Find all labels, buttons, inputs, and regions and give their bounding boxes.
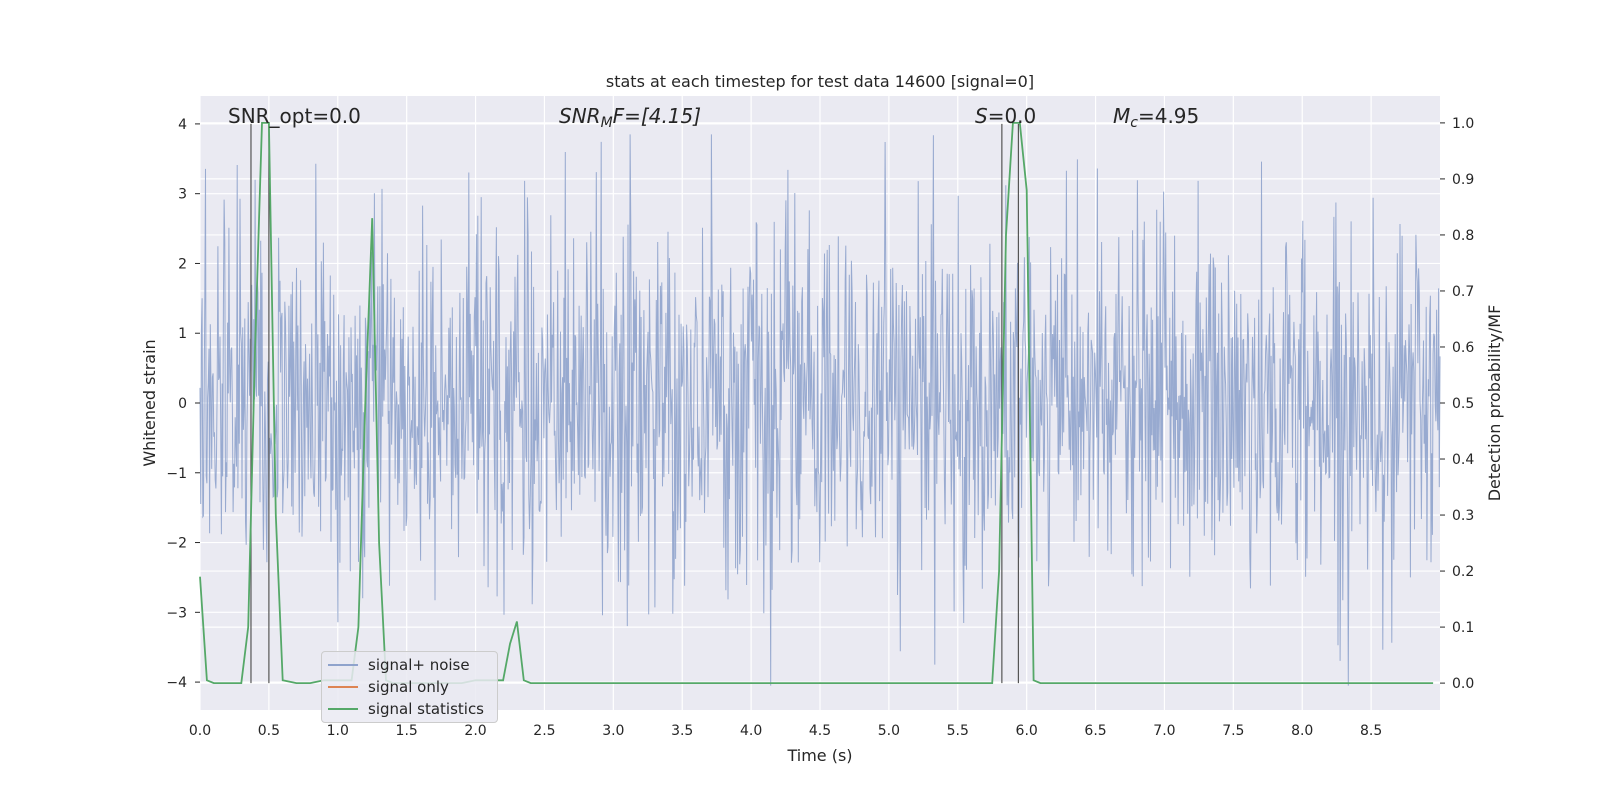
legend-label: signal+ noise [368,656,470,674]
y-tick-label: −4 [166,675,187,691]
x-tick-label: 4.0 [740,723,762,739]
y2-tick-label: 0.2 [1452,564,1474,580]
x-tick-label: 0.5 [258,723,280,739]
y2-tick-label: 0.0 [1452,676,1474,692]
y2-ticks: 1.0 0.9 0.8 0.7 0.6 0.5 0.4 0.3 0.2 0.1 0.0 [1440,116,1474,692]
y-ticks: 4 3 2 1 0 −1 −2 −3 −4 [166,117,200,691]
y2-tick-label: 0.6 [1452,340,1474,356]
chart-title: stats at each timestep for test data 146… [606,72,1034,91]
legend: signal+ noise signal only signal statist… [321,651,498,723]
annotation-snr-mf: SNRMF=[4.15] [559,104,701,131]
y2-tick-label: 0.5 [1452,396,1474,412]
y-axis-label: Whitened strain [140,339,159,466]
y2-tick-label: 1.0 [1452,116,1474,132]
y-tick-label: −3 [166,605,187,621]
y2-tick-label: 0.7 [1452,284,1474,300]
legend-swatch-signal-statistics [328,708,358,710]
x-tick-label: 5.0 [878,723,900,739]
annotation-mc: Mc=4.95 [1113,104,1199,131]
x-tick-label: 4.5 [809,723,831,739]
x-tick-label: 1.0 [327,723,349,739]
y-tick-label: 0 [178,396,187,412]
annotation-snr-opt: SNR_opt=0.0 [228,104,361,128]
annotation-s: S=0.0 [975,104,1036,128]
y-tick-label: 1 [178,326,187,342]
x-tick-label: 3.5 [671,723,693,739]
x-tick-label: 2.5 [533,723,555,739]
x-tick-label: 6.5 [1084,723,1106,739]
x-tick-label: 8.0 [1291,723,1313,739]
legend-item-signal-statistics: signal statistics [328,699,484,719]
noise-line [199,134,1441,686]
legend-item-signal-only: signal only [328,677,449,697]
x-tick-label: 7.0 [1153,723,1175,739]
y-tick-label: −1 [166,466,187,482]
y2-axis-label: Detection probability/MF [1485,305,1504,502]
grid [199,96,1440,710]
y-tick-label: 4 [178,117,187,133]
x-tick-label: 5.5 [947,723,969,739]
x-tick-label: 6.0 [1016,723,1038,739]
x-tick-label: 7.5 [1222,723,1244,739]
x-tick-label: 2.0 [464,723,486,739]
x-tick-label: 8.5 [1360,723,1382,739]
y-tick-label: −2 [166,536,187,552]
y-tick-label: 2 [178,256,187,272]
y2-tick-label: 0.9 [1452,172,1474,188]
y-tick-label: 3 [178,187,187,203]
x-axis-label: Time (s) [786,746,852,765]
x-tick-label: 0.0 [189,723,211,739]
series-signal-noise [199,134,1441,686]
x-ticks: 0.0 0.5 1.0 1.5 2.0 2.5 3.0 3.5 4.0 4.5 5.0 5.5 6.0 6… [189,723,1382,739]
y2-tick-label: 0.8 [1452,228,1474,244]
legend-label: signal only [368,678,449,696]
y2-tick-label: 0.1 [1452,620,1474,636]
x-tick-label: 3.0 [602,723,624,739]
legend-swatch-signal-noise [328,664,358,666]
legend-item-signal-noise: signal+ noise [328,655,470,675]
y2-tick-label: 0.3 [1452,508,1474,524]
y2-tick-label: 0.4 [1452,452,1474,468]
legend-swatch-signal-only [328,686,358,688]
legend-label: signal statistics [368,700,485,718]
x-tick-label: 1.5 [396,723,418,739]
